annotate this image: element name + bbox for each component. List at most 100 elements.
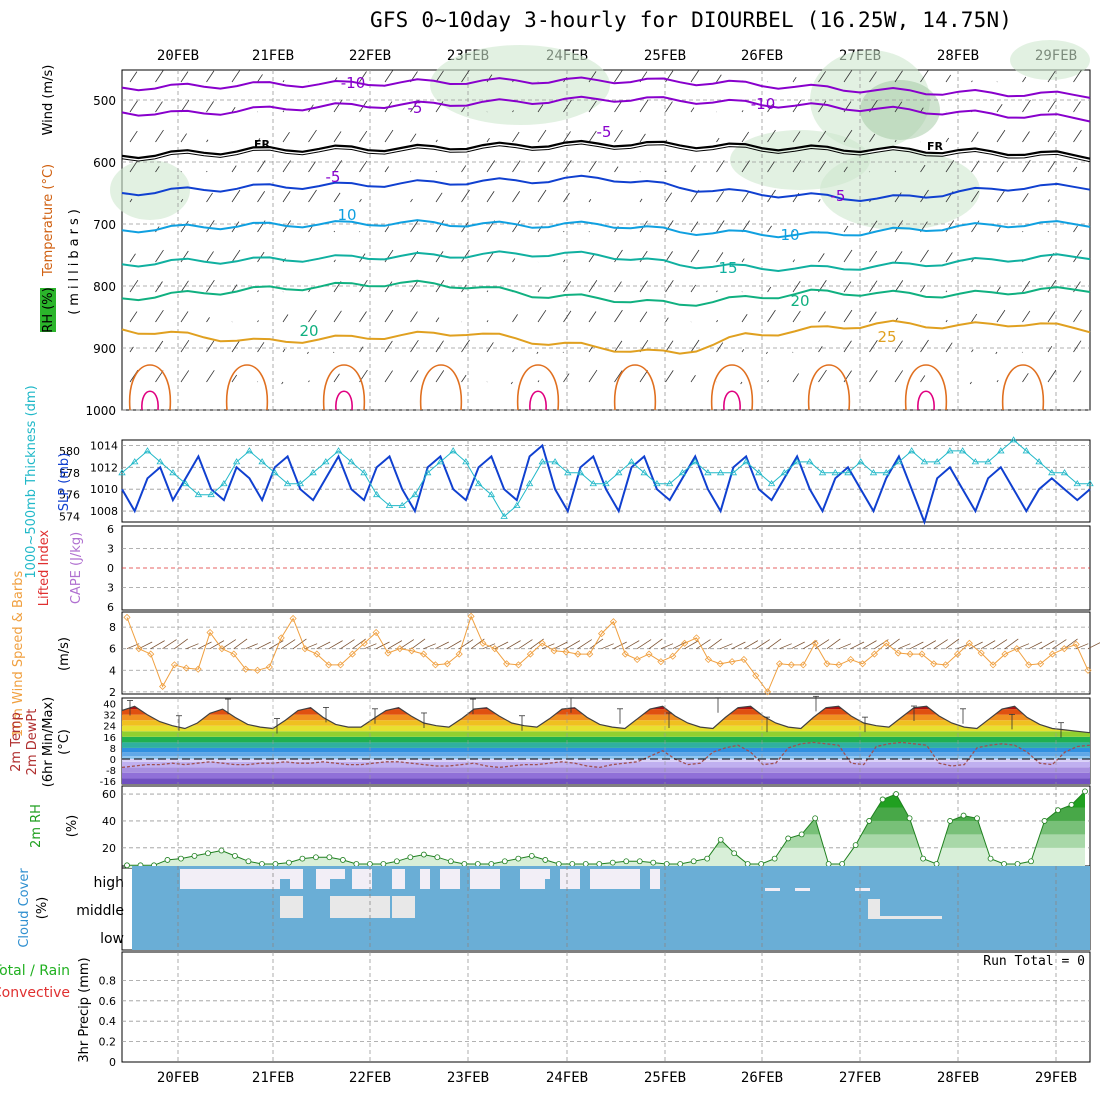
wind10m-point (372, 628, 380, 637)
ylabel-minmax: (6hr Min/Max) (41, 697, 56, 787)
wind-barb (359, 160, 368, 173)
wind10m-ylabel: 10m Wind Speed & Barbs (m/s) (11, 571, 72, 738)
wind-barb (231, 107, 236, 113)
wind-barb (588, 346, 593, 353)
wind-barb (690, 70, 700, 83)
series-line-slp (121, 443, 1091, 526)
thickness-point (958, 447, 967, 454)
wind-barb (512, 110, 514, 113)
wind-barb (231, 249, 241, 263)
wind10m-point (218, 645, 226, 653)
ylabel-lifted-index: Lifted Index (37, 529, 52, 606)
wind-barb (129, 71, 138, 83)
wind10m-point (1048, 650, 1056, 658)
cloud-row-label: middle (76, 903, 124, 919)
wind-barb (843, 309, 853, 323)
wind-barb (818, 100, 827, 113)
thickness-point (882, 469, 890, 476)
wind-barb (231, 374, 238, 383)
rh-point (542, 857, 549, 863)
wind-barb (206, 251, 214, 263)
wind10m-point (1084, 666, 1092, 674)
y-tick-label-rh: 60 (102, 788, 116, 801)
thickness-point (691, 458, 699, 465)
wind-barb-10m (933, 639, 948, 650)
wind-barb (537, 129, 547, 143)
rh-point (1055, 807, 1061, 814)
wind-barb (767, 380, 769, 383)
wind-barb (741, 349, 745, 353)
contour-label: 15 (718, 259, 737, 277)
wind-barb (155, 69, 164, 83)
wind-barbs-upper (129, 69, 1082, 385)
wind-barb (716, 342, 724, 353)
wind-barb (716, 290, 718, 293)
wind-barb (129, 253, 136, 263)
wind10m-point (455, 650, 463, 658)
contour-label: -5 (326, 168, 341, 186)
rh-band (127, 807, 1085, 821)
contour-label: -5 (408, 99, 423, 117)
wind-barb (1022, 373, 1029, 383)
wind-barb (869, 133, 876, 143)
rh-point (259, 861, 265, 867)
thickness-point (869, 469, 878, 476)
thickness-point (920, 458, 929, 465)
rh-point (785, 835, 792, 842)
wind-barb-10m (648, 638, 663, 650)
ylabel-cloud-unit: (%) (35, 897, 50, 920)
wind-barb (920, 70, 929, 83)
wind-barb-10m (601, 643, 614, 650)
wind-barb (308, 380, 310, 383)
wind-barb (665, 101, 673, 113)
thickness-point (971, 458, 980, 465)
wind10m-point (1060, 645, 1068, 653)
wind-barb (1073, 225, 1078, 233)
y-tick-label: 600 (93, 156, 116, 170)
rh-point (488, 861, 495, 867)
wind-barb (690, 284, 697, 293)
rh-point (839, 861, 846, 867)
wind-barb (894, 139, 897, 143)
date-label-bottom: 21FEB (252, 1070, 294, 1086)
wind-barb (129, 198, 133, 203)
thickness-point (373, 490, 381, 498)
date-label-bottom: 24FEB (546, 1070, 588, 1086)
wind-barb (996, 161, 1005, 173)
wind-barb (1047, 280, 1057, 293)
wind10m-point (716, 660, 724, 668)
wind-barb (996, 379, 999, 383)
temp-band (122, 767, 1090, 773)
thickness-point (602, 479, 610, 487)
series-line-thickness (121, 439, 1090, 518)
wind-barb-10m (696, 639, 711, 650)
temp-ylabel: 2m Temp 2m DewPt (6hr Min/Max) (°C) (9, 697, 72, 787)
wind-barb-10m (898, 643, 911, 650)
wind-barb (818, 199, 821, 203)
temp-band (122, 772, 1090, 779)
rh-point (744, 861, 751, 867)
cloud-ylabel: Cloud Cover (%) (17, 868, 50, 948)
wind-barb-10m (838, 643, 852, 650)
wind-barb (1073, 249, 1082, 263)
wind-barb (384, 226, 390, 233)
rh-band (127, 820, 1085, 835)
y-tick-label-li: 6 (107, 523, 114, 536)
wind-barb (307, 351, 309, 354)
wind-barb (920, 249, 929, 263)
y-tick-label: 900 (93, 342, 116, 356)
wind-barb (843, 225, 849, 233)
isotherm-10 (121, 219, 1091, 239)
cloud-cell-middle (868, 899, 880, 919)
y-tick-label-temp: 16 (103, 733, 116, 744)
y-tick-label-thickness: 578 (59, 467, 80, 480)
thickness-point (436, 458, 445, 465)
wind10m-point (277, 634, 285, 642)
wind-barb-10m (328, 640, 343, 650)
isotherm-30-loop (710, 364, 754, 411)
wind-barb-10m (577, 639, 592, 650)
wind10m-point (159, 682, 167, 691)
wind-barb (486, 252, 494, 263)
date-label-bottom: 27FEB (839, 1070, 881, 1086)
wind-barb-10m (506, 640, 521, 650)
